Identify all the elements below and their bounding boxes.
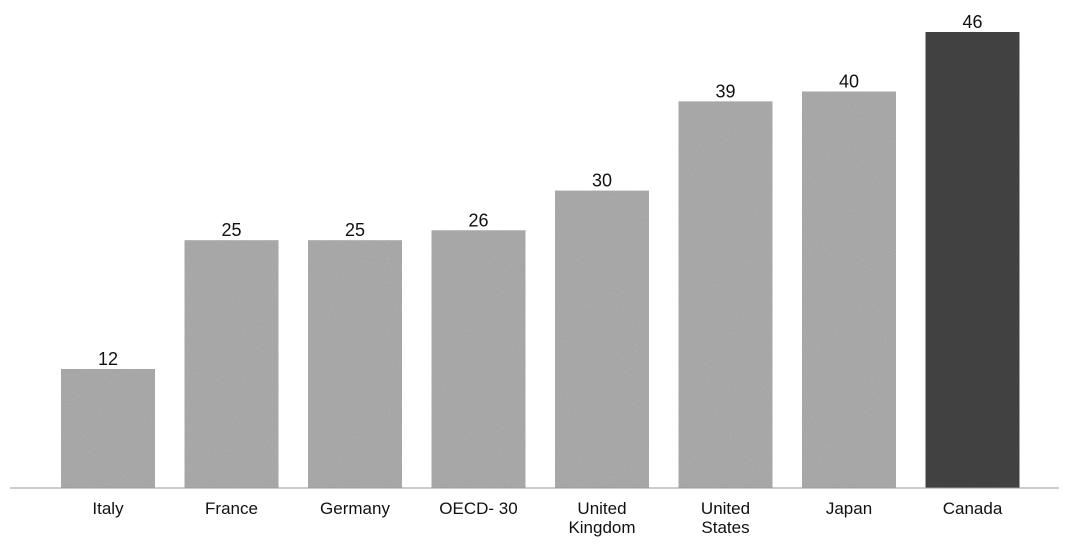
bar-oecd-30 bbox=[431, 230, 526, 489]
category-label-line: United bbox=[577, 499, 626, 518]
category-label-line: Japan bbox=[826, 499, 872, 518]
bar-germany bbox=[308, 240, 402, 488]
category-label-line: OECD- 30 bbox=[439, 499, 517, 518]
category-label-united-states: United States bbox=[701, 499, 750, 537]
category-labels-group: Italy France Germany OECD- 30 United KingdomU… bbox=[92, 499, 1002, 537]
category-label-germany: Germany bbox=[320, 499, 390, 518]
category-label-france: France bbox=[205, 499, 258, 518]
bar-italy bbox=[61, 369, 155, 488]
bar-united-states bbox=[678, 101, 773, 489]
value-label-canada: 46 bbox=[962, 12, 982, 32]
bar-united-kingdom bbox=[555, 190, 649, 488]
value-label-france: 25 bbox=[221, 220, 241, 240]
value-labels-group: 12 25 25 26 30 39 40 46 bbox=[98, 12, 983, 369]
value-label-germany: 25 bbox=[345, 220, 365, 240]
value-label-united-kingdom: 30 bbox=[592, 171, 612, 191]
category-label-italy: Italy bbox=[92, 499, 124, 518]
value-label-oecd-30: 26 bbox=[468, 210, 488, 230]
category-label-canada: Canada bbox=[943, 499, 1003, 518]
category-label-line: States bbox=[701, 518, 749, 537]
category-label-line: Kingdom bbox=[568, 518, 635, 537]
category-label-united-kingdom: United Kingdom bbox=[568, 499, 635, 537]
value-label-japan: 40 bbox=[839, 72, 859, 92]
bar-japan bbox=[802, 91, 896, 488]
bar-canada bbox=[925, 32, 1020, 488]
category-label-oecd-30: OECD- 30 bbox=[439, 499, 517, 518]
category-label-line: Italy bbox=[92, 499, 124, 518]
bars-group bbox=[61, 32, 1020, 489]
category-label-line: Canada bbox=[943, 499, 1003, 518]
value-label-italy: 12 bbox=[98, 349, 118, 369]
bar-france bbox=[184, 240, 279, 488]
category-label-line: France bbox=[205, 499, 258, 518]
category-label-line: United bbox=[701, 499, 750, 518]
category-label-japan: Japan bbox=[826, 499, 872, 518]
category-label-line: Germany bbox=[320, 499, 390, 518]
value-label-united-states: 39 bbox=[715, 81, 735, 101]
